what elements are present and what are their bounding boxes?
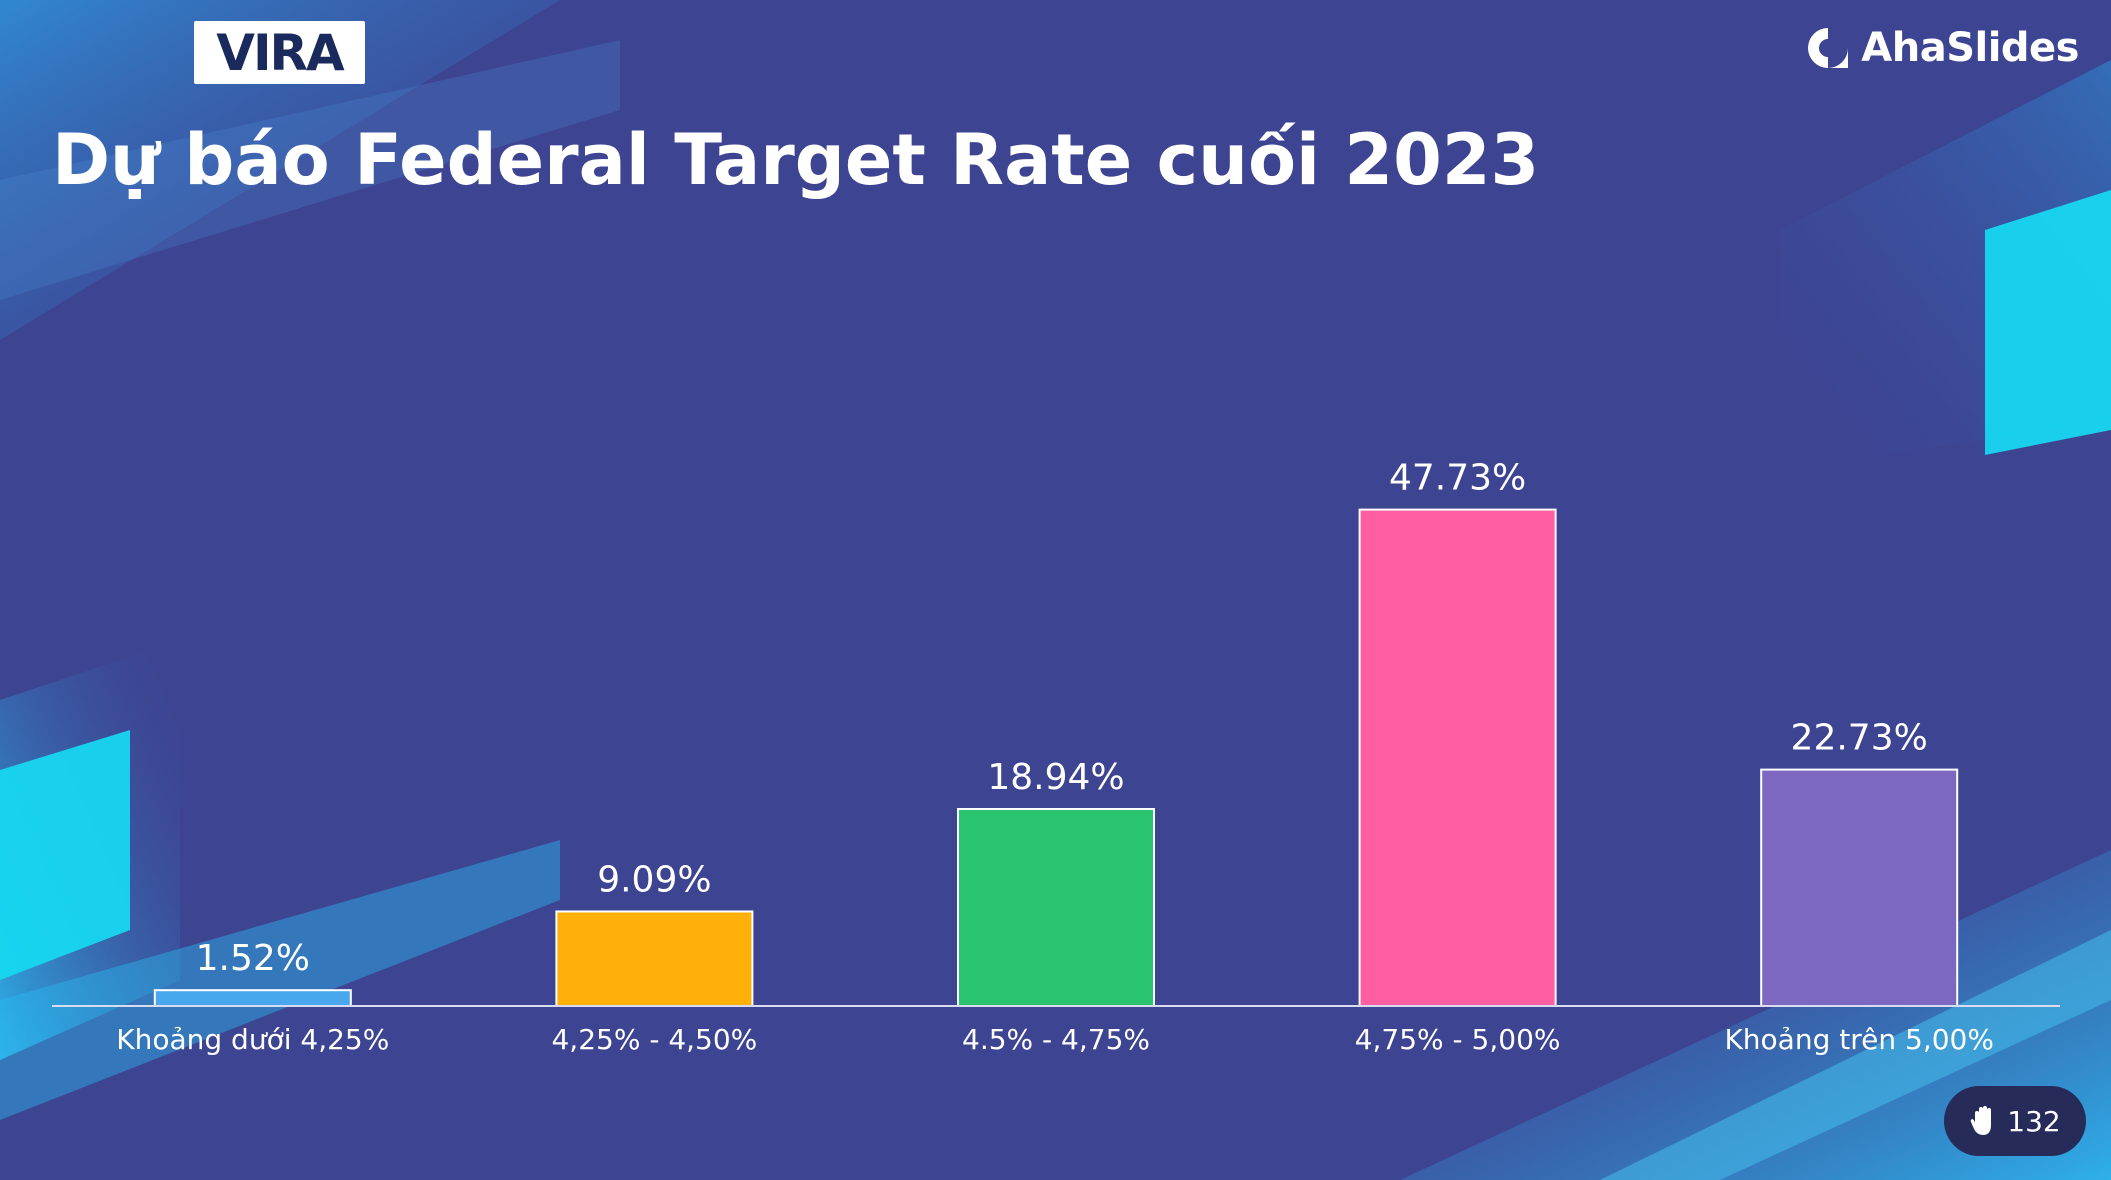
bar-value-label: 1.52%: [196, 938, 310, 979]
brand-name: AhaSlides: [1861, 25, 2079, 71]
bar-value-label: 22.73%: [1791, 718, 1928, 759]
bar-5: [1760, 768, 1959, 1007]
bar-4: [1358, 508, 1557, 1007]
vira-logo: VIRA: [194, 21, 365, 84]
bar-3: [957, 808, 1155, 1007]
bar-value-label: 18.94%: [987, 757, 1124, 798]
vira-logo-text: VIRA: [216, 23, 344, 82]
bar-value-label: 9.09%: [597, 859, 711, 900]
page-title: Dự báo Federal Target Rate cuối 2023: [52, 119, 1540, 201]
response-count: 132: [2007, 1104, 2061, 1138]
bar-1: [153, 989, 352, 1008]
bar-value-label: 47.73%: [1389, 458, 1526, 499]
ahaslides-logo-icon: [1808, 28, 1849, 68]
raised-hand-icon: [1970, 1106, 1992, 1135]
category-label: Khoảng dưới 4,25%: [116, 1023, 389, 1056]
response-count-badge: 132: [1944, 1086, 2086, 1156]
category-label: 4.5% - 4,75%: [962, 1023, 1150, 1056]
ahaslides-logo: AhaSlides: [1805, 20, 2079, 76]
category-label: 4,25% - 4,50%: [551, 1023, 757, 1056]
category-label: Khoảng trên 5,00%: [1724, 1023, 1994, 1056]
bar-2: [555, 910, 754, 1007]
category-label: 4,75% - 5,00%: [1355, 1023, 1561, 1056]
